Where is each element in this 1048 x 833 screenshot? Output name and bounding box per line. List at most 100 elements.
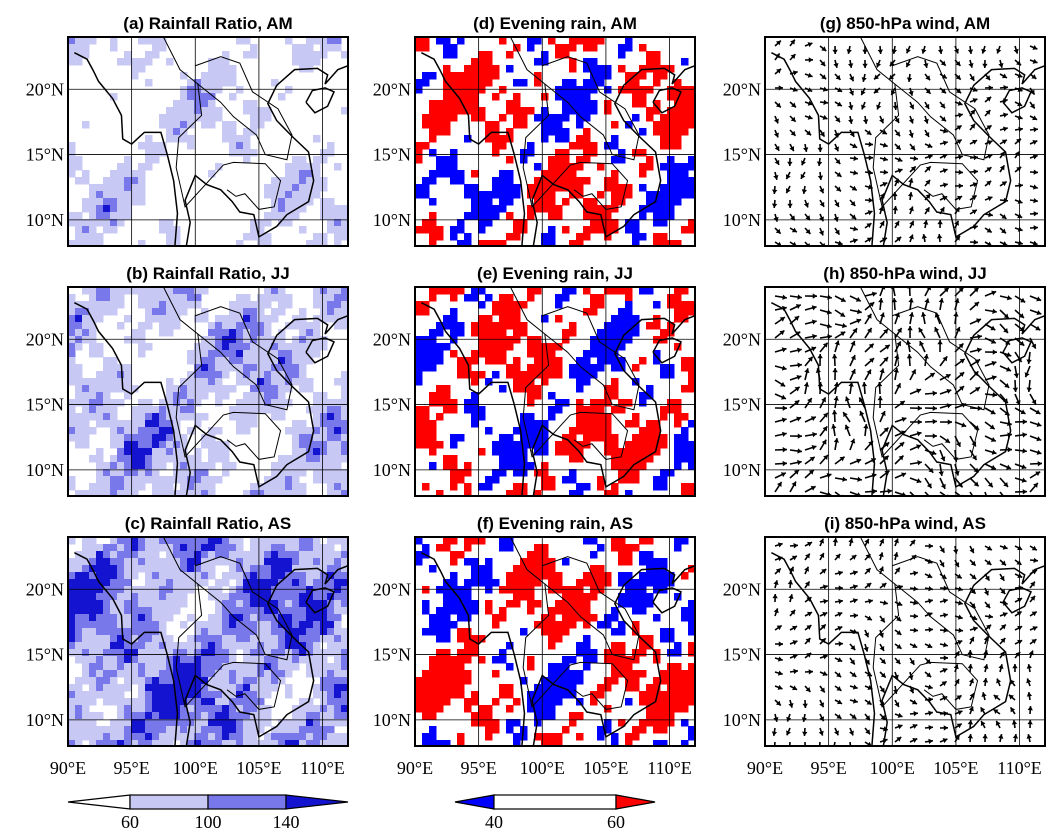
shade-cell: [688, 226, 695, 234]
shade-cell: [562, 621, 570, 629]
shade-cell: [681, 455, 689, 463]
shade-cell: [96, 628, 104, 636]
shade-cell: [443, 614, 451, 622]
map-panel: 20°N15°N10°N90°E 95°E 100°E 105°E 110°E(f) E…: [373, 514, 696, 778]
shade-cell: [75, 565, 83, 573]
shade-cell: [569, 100, 577, 108]
shade-cell: [597, 226, 605, 234]
shade-cell: [583, 614, 591, 622]
shade-cell: [478, 719, 486, 727]
shade-cell: [152, 434, 160, 442]
shade-cell: [618, 406, 626, 414]
shade-cell: [313, 593, 321, 601]
shade-cell: [443, 392, 451, 400]
shade-cell: [110, 301, 118, 309]
shade-cell: [201, 72, 209, 80]
shade-cell: [222, 544, 230, 552]
arrow-head: [982, 63, 988, 68]
shade-cell: [499, 537, 507, 545]
shade-cell: [75, 219, 83, 227]
shade-cell: [443, 670, 451, 678]
shade-cell: [555, 128, 563, 136]
shade-cell: [299, 586, 307, 594]
shade-cell: [96, 621, 104, 629]
shade-cell: [646, 205, 654, 213]
shade-cell: [124, 719, 132, 727]
shade-cell: [548, 121, 556, 129]
shade-cell: [520, 586, 528, 594]
shade-cell: [75, 712, 83, 720]
shade-cell: [292, 607, 300, 615]
shade-cell: [222, 58, 230, 66]
shade-cell: [250, 44, 258, 52]
shade-cell: [285, 490, 293, 496]
shade-cell: [285, 740, 293, 746]
shade-cell: [236, 642, 244, 650]
shade-cell: [208, 322, 216, 330]
shade-cell: [82, 170, 90, 178]
shade-cell: [485, 733, 493, 741]
shade-cell: [681, 357, 689, 365]
shade-cell: [492, 614, 500, 622]
shade-cell: [604, 427, 612, 435]
shade-cell: [236, 600, 244, 608]
shade-cell: [271, 469, 279, 477]
shade-cell: [611, 142, 619, 150]
shade-cell: [527, 579, 535, 587]
shade-cell: [82, 719, 90, 727]
shade-cell: [534, 572, 542, 580]
shade-cell: [152, 621, 160, 629]
shade-cell: [674, 294, 682, 302]
shade-cell: [639, 434, 647, 442]
arrow-head: [987, 241, 992, 246]
shade-cell: [639, 579, 647, 587]
shade-cell: [506, 212, 514, 220]
shade-cell: [443, 663, 451, 671]
shade-cell: [68, 149, 76, 157]
shade-cell: [334, 308, 342, 316]
shade-cell: [562, 135, 570, 143]
shade-cell: [208, 441, 216, 449]
shade-cell: [194, 663, 202, 671]
shade-cell: [194, 558, 202, 566]
shade-cell: [243, 663, 251, 671]
shade-cell: [215, 719, 223, 727]
shade-cell: [597, 399, 605, 407]
shade-cell: [611, 537, 619, 545]
shade-cell: [89, 558, 97, 566]
panel-title: (g) 850-hPa wind, AM: [820, 14, 990, 33]
shade-cell: [215, 392, 223, 400]
shade-cell: [583, 420, 591, 428]
shade-cell: [478, 219, 486, 227]
shade-cell: [187, 413, 195, 421]
shade-cell: [264, 315, 272, 323]
shade-cell: [82, 322, 90, 330]
shade-cell: [180, 649, 188, 657]
shade-cell: [187, 100, 195, 108]
shade-cell: [632, 670, 640, 678]
arrow-head: [775, 102, 781, 108]
shade-cell: [667, 93, 675, 101]
shade-cell: [138, 600, 146, 608]
arrow-head: [797, 433, 802, 439]
shade-cell: [562, 434, 570, 442]
shade-cell: [264, 329, 272, 337]
shade-cell: [208, 593, 216, 601]
shade-cell: [124, 490, 132, 496]
shade-cell: [89, 336, 97, 344]
shade-cell: [138, 476, 146, 484]
shade-cell: [327, 670, 335, 678]
shade-cell: [285, 544, 293, 552]
shade-cell: [341, 537, 348, 545]
arrow-head: [901, 416, 907, 423]
shade-cell: [313, 240, 321, 246]
shade-cell: [632, 656, 640, 664]
shade-cell: [674, 343, 682, 351]
shade-cell: [68, 607, 76, 615]
shade-cell: [464, 469, 472, 477]
shade-cell: [250, 329, 258, 337]
shade-cell: [625, 44, 633, 52]
shade-cell: [173, 308, 181, 316]
shade-cell: [667, 86, 675, 94]
shade-cell: [499, 308, 507, 316]
